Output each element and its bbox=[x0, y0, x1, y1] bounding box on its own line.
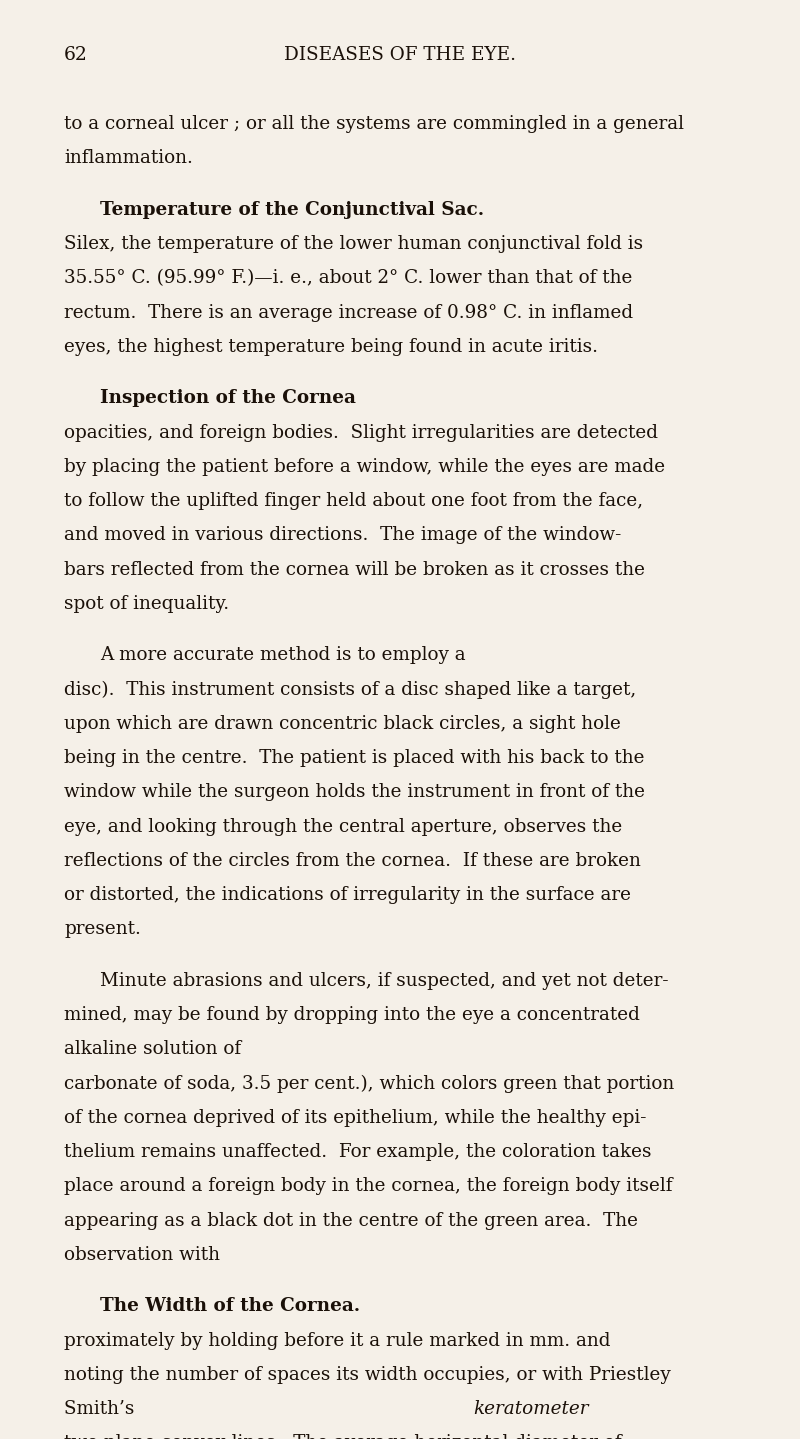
Text: to a corneal ulcer ; or all the systems are commingled in a general: to a corneal ulcer ; or all the systems … bbox=[64, 115, 684, 134]
Text: observation with: observation with bbox=[64, 1246, 226, 1263]
Text: rectum.  There is an average increase of 0.98° C. in inflamed: rectum. There is an average increase of … bbox=[64, 304, 633, 322]
Text: keratometer: keratometer bbox=[474, 1400, 590, 1419]
Text: Smith’s: Smith’s bbox=[64, 1400, 140, 1419]
Text: 35.55° C. (95.99° F.)—i. e., about 2° C. lower than that of the: 35.55° C. (95.99° F.)—i. e., about 2° C.… bbox=[64, 269, 632, 288]
Text: by placing the patient before a window, while the eyes are made: by placing the patient before a window, … bbox=[64, 458, 665, 476]
Text: The Width of the Cornea.: The Width of the Cornea. bbox=[100, 1298, 360, 1315]
Text: to follow the uplifted finger held about one foot from the face,: to follow the uplifted finger held about… bbox=[64, 492, 643, 511]
Text: disc).  This instrument consists of a disc shaped like a target,: disc). This instrument consists of a dis… bbox=[64, 681, 636, 699]
Text: or distorted, the indications of irregularity in the surface are: or distorted, the indications of irregul… bbox=[64, 886, 631, 904]
Text: eyes, the highest temperature being found in acute iritis.: eyes, the highest temperature being foun… bbox=[64, 338, 598, 355]
Text: noting the number of spaces its width occupies, or with Priestley: noting the number of spaces its width oc… bbox=[64, 1366, 670, 1384]
Text: bars reflected from the cornea will be broken as it crosses the: bars reflected from the cornea will be b… bbox=[64, 561, 645, 578]
Text: Minute abrasions and ulcers, if suspected, and yet not deter-: Minute abrasions and ulcers, if suspecte… bbox=[100, 971, 669, 990]
Text: A more accurate method is to employ a: A more accurate method is to employ a bbox=[100, 646, 471, 665]
Text: upon which are drawn concentric black circles, a sight hole: upon which are drawn concentric black ci… bbox=[64, 715, 621, 732]
Text: eye, and looking through the central aperture, observes the: eye, and looking through the central ape… bbox=[64, 817, 622, 836]
Text: present.: present. bbox=[64, 921, 141, 938]
Text: mined, may be found by dropping into the eye a concentrated: mined, may be found by dropping into the… bbox=[64, 1006, 640, 1025]
Text: Silex, the temperature of the lower human conjunctival fold is: Silex, the temperature of the lower huma… bbox=[64, 235, 643, 253]
Text: proximately by holding before it a rule marked in mm. and: proximately by holding before it a rule … bbox=[64, 1331, 610, 1350]
Text: alkaline solution of: alkaline solution of bbox=[64, 1040, 247, 1059]
Text: inflammation.: inflammation. bbox=[64, 150, 193, 167]
Text: DISEASES OF THE EYE.: DISEASES OF THE EYE. bbox=[284, 46, 516, 65]
Text: spot of inequality.: spot of inequality. bbox=[64, 594, 229, 613]
Text: appearing as a black dot in the centre of the green area.  The: appearing as a black dot in the centre o… bbox=[64, 1212, 638, 1230]
Text: window while the surgeon holds the instrument in front of the: window while the surgeon holds the instr… bbox=[64, 783, 645, 802]
Text: of the cornea deprived of its epithelium, while the healthy epi-: of the cornea deprived of its epithelium… bbox=[64, 1109, 646, 1127]
Text: carbonate of soda, 3.5 per cent.), which colors green that portion: carbonate of soda, 3.5 per cent.), which… bbox=[64, 1075, 674, 1092]
Text: opacities, and foreign bodies.  Slight irregularities are detected: opacities, and foreign bodies. Slight ir… bbox=[64, 423, 658, 442]
Text: Temperature of the Conjunctival Sac.: Temperature of the Conjunctival Sac. bbox=[100, 201, 484, 219]
Text: reflections of the circles from the cornea.  If these are broken: reflections of the circles from the corn… bbox=[64, 852, 641, 871]
Text: 62: 62 bbox=[64, 46, 88, 65]
Text: and moved in various directions.  The image of the window-: and moved in various directions. The ima… bbox=[64, 527, 622, 544]
Text: place around a foreign body in the cornea, the foreign body itself: place around a foreign body in the corne… bbox=[64, 1177, 673, 1196]
Text: Inspection of the Cornea: Inspection of the Cornea bbox=[100, 390, 356, 407]
Text: thelium remains unaffected.  For example, the coloration takes: thelium remains unaffected. For example,… bbox=[64, 1143, 651, 1161]
Text: being in the centre.  The patient is placed with his back to the: being in the centre. The patient is plac… bbox=[64, 750, 645, 767]
Text: two plane convex-lines.  The average horizontal diameter of: two plane convex-lines. The average hori… bbox=[64, 1435, 622, 1439]
